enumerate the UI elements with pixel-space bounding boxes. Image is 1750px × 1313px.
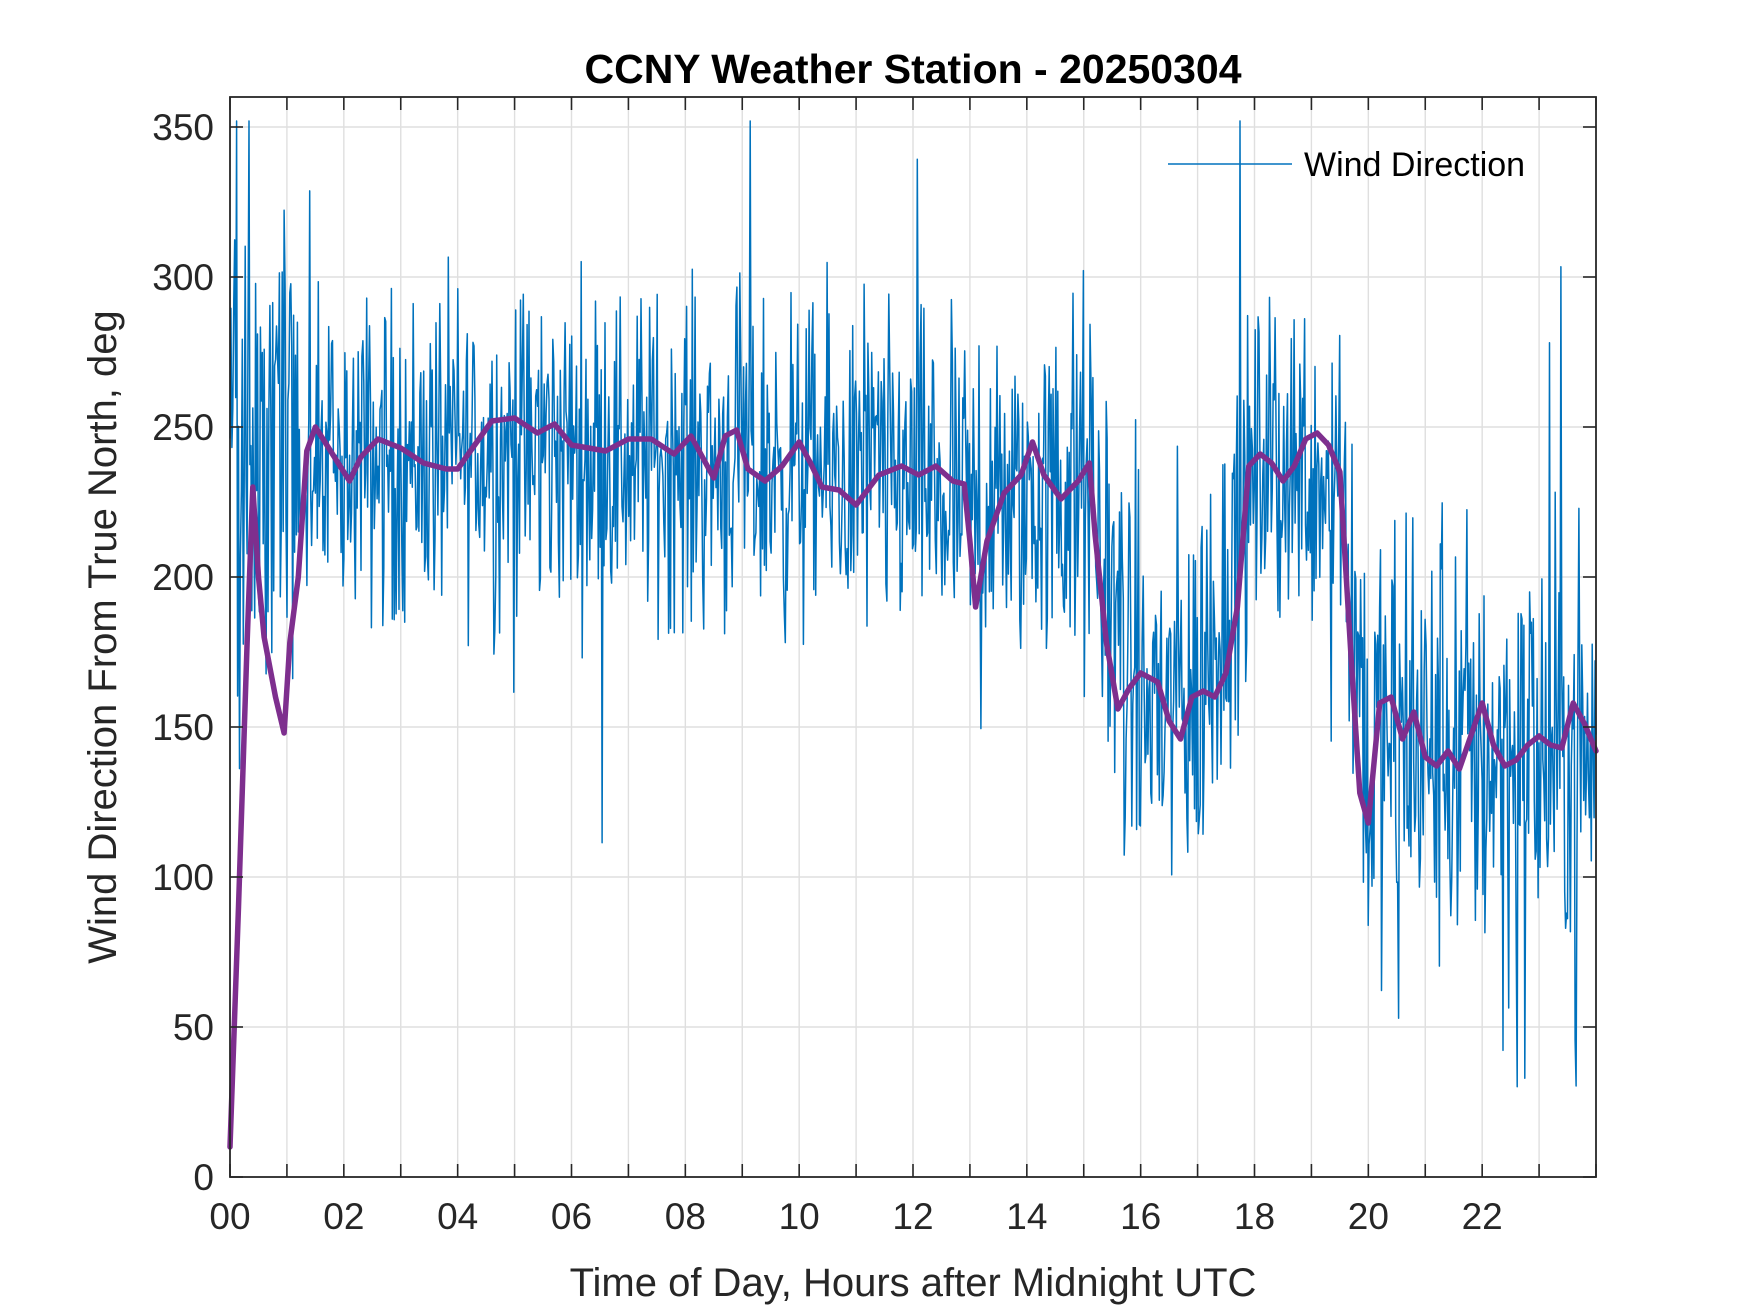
x-tick-label: 22 <box>1462 1196 1503 1237</box>
y-tick-label: 100 <box>152 857 214 898</box>
x-tick-label: 00 <box>209 1196 250 1237</box>
axis-ticks: 00 02 04 06 08 10 12 14 16 18 20 22 0 50 100 150 200 250 3… <box>152 97 1597 1237</box>
legend-label-wind-direction: Wind Direction <box>1304 146 1525 184</box>
y-tick-label: 250 <box>152 407 214 448</box>
x-tick-label: 18 <box>1234 1196 1275 1237</box>
x-tick-label: 10 <box>779 1196 820 1237</box>
x-tick-label: 20 <box>1348 1196 1389 1237</box>
series-line-wind-direction <box>229 120 1597 1088</box>
x-tick-label: 14 <box>1006 1196 1047 1237</box>
y-axis-label: Wind Direction From True North, deg <box>81 310 125 964</box>
x-tick-label: 12 <box>892 1196 933 1237</box>
y-tick-label: 200 <box>152 557 214 598</box>
y-tick-label: 150 <box>152 707 214 748</box>
x-tick-label: 04 <box>437 1196 478 1237</box>
x-tick-label: 06 <box>551 1196 592 1237</box>
y-tick-label: 0 <box>193 1157 214 1198</box>
grid <box>230 97 1596 1177</box>
legend: Wind Direction <box>1168 146 1525 184</box>
x-tick-label: 02 <box>323 1196 364 1237</box>
x-tick-label: 16 <box>1120 1196 1161 1237</box>
y-tick-label: 50 <box>173 1007 214 1048</box>
series-group <box>227 120 1599 1150</box>
y-tick-label: 350 <box>152 107 214 148</box>
chart-title: CCNY Weather Station - 20250304 <box>584 46 1241 92</box>
y-tick-label: 300 <box>152 257 214 298</box>
x-tick-label: 08 <box>665 1196 706 1237</box>
x-axis-label: Time of Day, Hours after Midnight UTC <box>570 1261 1257 1305</box>
series-line-running-mean <box>227 415 1599 1150</box>
